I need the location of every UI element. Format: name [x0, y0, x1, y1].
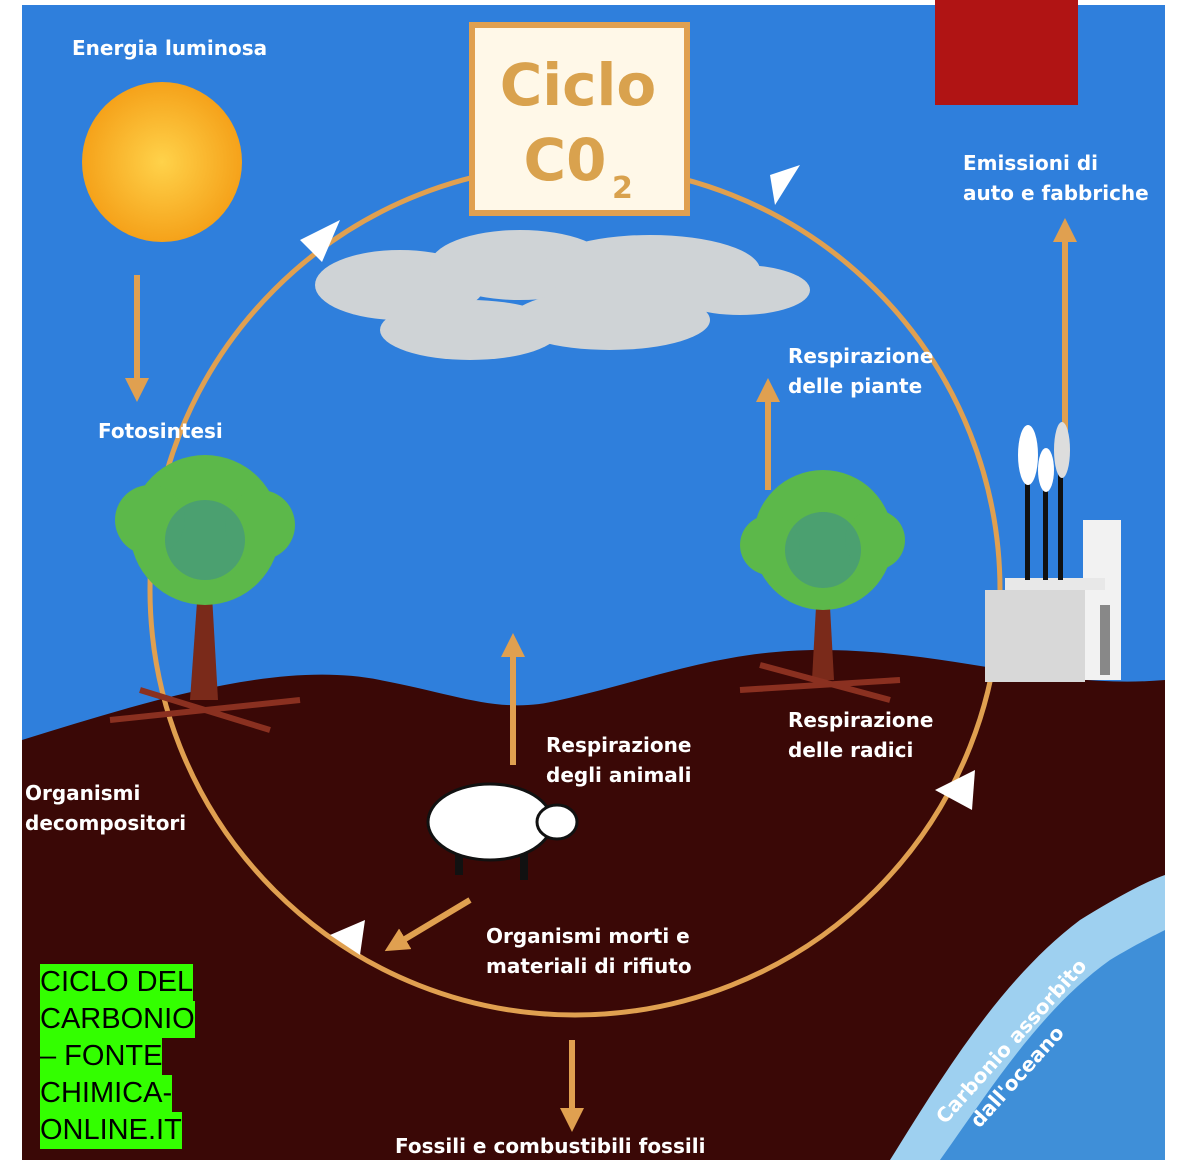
caption-line: – FONTE [40, 1038, 162, 1075]
label: delle radici [788, 738, 913, 762]
label: Respirazione [788, 344, 933, 368]
label: Respirazione [546, 733, 691, 757]
caption-line: CICLO DEL [40, 964, 193, 1001]
label: auto e fabbriche [963, 181, 1149, 205]
label: delle piante [788, 374, 922, 398]
label: Respirazione [788, 708, 933, 732]
sun [82, 82, 242, 242]
label: Organismi morti e [486, 924, 690, 948]
title-line2: C0 [524, 126, 607, 194]
page: Ciclo C0 2 Energia luminosa Emissioni di… [0, 0, 1179, 1161]
label: degli animali [546, 763, 692, 787]
label: Organismi [25, 781, 140, 805]
title-subscript: 2 [612, 171, 633, 206]
label: materiali di rifiuto [486, 954, 692, 978]
label: Energia luminosa [72, 36, 267, 60]
label: decompositori [25, 811, 186, 835]
label: Fossili e combustibili fossili [395, 1134, 705, 1158]
title-line1: Ciclo [500, 51, 657, 119]
label: Fotosintesi [98, 419, 223, 443]
red-square [935, 0, 1078, 105]
caption: CICLO DEL CARBONIO – FONTE CHIMICA- ONLI… [40, 964, 195, 1149]
label: Emissioni di [963, 151, 1098, 175]
caption-line: ONLINE.IT [40, 1112, 182, 1149]
caption-line: CARBONIO [40, 1001, 195, 1038]
caption-line: CHIMICA- [40, 1075, 172, 1112]
